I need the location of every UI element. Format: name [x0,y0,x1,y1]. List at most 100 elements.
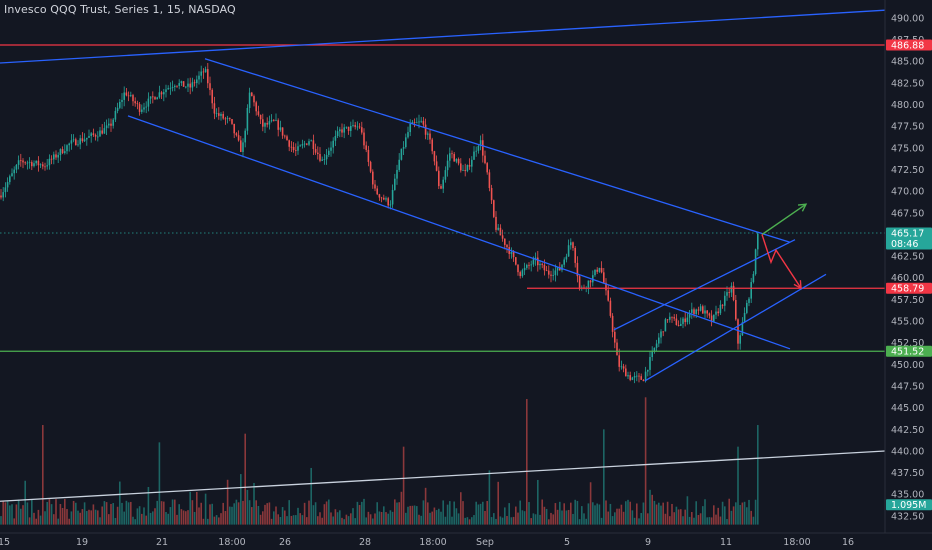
volume-bar [345,514,348,525]
volume-bar [154,508,156,525]
candle-body [746,302,748,313]
volume-bar [655,504,658,525]
candle-body [383,197,385,200]
volume-bar [240,474,242,525]
candle-body [143,107,145,110]
volume-bar [455,508,458,525]
candle-body [4,187,7,193]
candle-body [457,158,460,164]
volume-bar [273,511,275,525]
candle-body [365,145,367,150]
candle-body [493,200,495,217]
volume-bar [431,511,433,525]
volume-bar [497,481,499,525]
time-axis-panel[interactable] [0,533,932,550]
candle-body [526,264,528,268]
volume-bar [44,511,46,525]
volume-bar [730,510,733,525]
candle-body [495,216,497,230]
volume-bar [653,500,656,525]
candle-body [550,274,552,276]
candle-body [686,317,689,323]
volume-bar [301,515,304,525]
candle-body [358,126,361,128]
candle-body [330,147,332,151]
candle-body [92,133,95,135]
channel-lower-trendline[interactable] [127,115,791,350]
candle-body [724,295,726,306]
volume-bar [103,501,106,525]
candle-body [475,150,477,152]
volume-bar [543,506,546,525]
candle-body [268,121,271,125]
volume-bar [453,501,455,525]
volume-bar [699,513,702,525]
time-tick-label: 11 [720,537,732,548]
candle-body [114,110,117,120]
time-tick-label: 28 [359,537,371,548]
candle-body [332,140,334,148]
candle-body [57,155,59,158]
rising-channel-lower-trendline[interactable] [644,273,827,382]
volume-bar [576,500,579,525]
volume-bar [669,516,671,525]
volume-bar [752,516,755,525]
candle-body [539,263,541,266]
volume-bar [90,510,92,525]
price-tag-countdown: 08:46 [891,239,918,250]
volume-bar [394,499,396,525]
price-tag [886,227,932,250]
volume-bar [220,513,222,525]
volume-bar [310,467,312,525]
candle-body [209,83,211,90]
volume-bar [108,514,110,525]
volume-bar [341,517,343,525]
bullish-target-arrow[interactable] [761,203,807,236]
candle-body [653,347,656,352]
channel-upper-trendline[interactable] [204,58,791,243]
candle-body [262,119,264,127]
price-axis-panel[interactable] [885,0,932,533]
volume-bars [0,397,759,525]
volume-bar [647,513,649,525]
candle-body [336,131,339,136]
candle-body [435,161,438,171]
volume-bar [651,494,653,525]
volume-bar [402,446,405,525]
time-tick-label: 19 [76,537,88,548]
volume-bar [644,397,647,525]
candle-body [31,162,33,167]
volume-bar [147,486,150,525]
candle-body [446,160,449,171]
bearish-target-arrow[interactable] [761,234,802,289]
candle-body [666,319,669,321]
rising-channel-upper-trendline[interactable] [613,239,796,331]
price-tick-label: 470.00 [891,187,924,198]
volume-bar [229,506,231,525]
chart-title: Invesco QQQ Trust, Series 1, 15, NASDAQ [4,3,236,16]
volume-bar [548,519,550,525]
candle-body [713,314,715,322]
candle-body [471,159,473,167]
volume-uptrend-trendline[interactable] [0,450,886,502]
candle-body [396,169,398,179]
candle-body [477,145,480,151]
candle-body [647,369,649,372]
volume-bar [334,509,337,525]
volume-bar [413,505,416,525]
volume-bar [33,512,35,525]
volume-bar [477,504,480,525]
volume-bar [266,503,268,525]
long-term-uptrend-trendline[interactable] [0,9,886,64]
candle-body [147,98,150,107]
volume-bar [438,508,440,525]
candle-body [490,188,493,201]
volume-bar [451,516,453,525]
volume-bar [578,519,581,525]
volume-bar [721,501,724,525]
volume-bar [297,507,299,525]
candle-body [695,309,697,314]
candle-body [169,87,172,89]
candle-body [251,92,253,97]
